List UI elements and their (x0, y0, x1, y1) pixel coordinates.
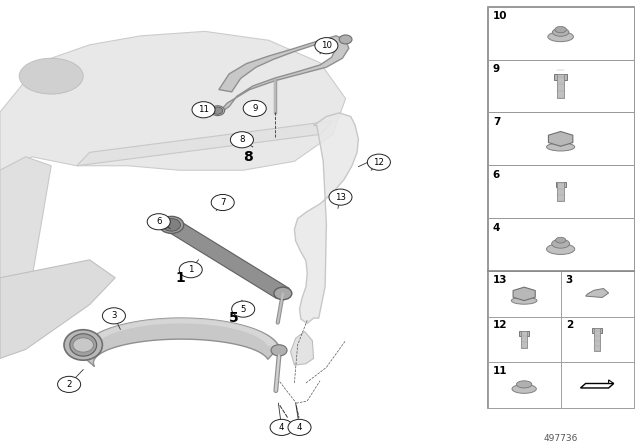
Ellipse shape (547, 143, 575, 151)
Circle shape (211, 194, 234, 211)
Ellipse shape (159, 216, 184, 233)
Polygon shape (609, 380, 614, 383)
Bar (557, 182, 564, 201)
Circle shape (212, 107, 223, 114)
Text: 8: 8 (243, 150, 253, 164)
Circle shape (288, 419, 311, 435)
Bar (488, 112, 634, 165)
Bar (488, 60, 634, 112)
Circle shape (243, 100, 266, 116)
Text: 1: 1 (188, 265, 193, 274)
Text: 9: 9 (252, 104, 257, 113)
Text: 6: 6 (493, 170, 500, 180)
Ellipse shape (274, 287, 292, 300)
Text: 4: 4 (279, 423, 284, 432)
Text: 2: 2 (566, 320, 573, 330)
Bar (519, 331, 529, 336)
Ellipse shape (547, 244, 575, 254)
Text: 2: 2 (67, 380, 72, 389)
Text: 11: 11 (493, 366, 508, 376)
Ellipse shape (556, 237, 566, 243)
Text: 9: 9 (493, 64, 500, 74)
Bar (554, 74, 567, 80)
Ellipse shape (271, 345, 287, 356)
Circle shape (329, 189, 352, 205)
Circle shape (270, 419, 293, 435)
Text: 7: 7 (493, 117, 500, 127)
Polygon shape (82, 318, 279, 366)
Text: 11: 11 (198, 105, 209, 114)
Ellipse shape (211, 106, 225, 116)
Bar (488, 7, 634, 408)
Polygon shape (0, 31, 346, 170)
Circle shape (367, 154, 390, 170)
Ellipse shape (19, 58, 83, 94)
Circle shape (315, 38, 338, 54)
Ellipse shape (516, 381, 532, 388)
Circle shape (230, 132, 253, 148)
Text: 13: 13 (335, 193, 346, 202)
Ellipse shape (64, 330, 102, 360)
Polygon shape (291, 332, 314, 365)
Ellipse shape (70, 334, 97, 356)
Bar (488, 317, 561, 362)
Text: 13: 13 (493, 275, 508, 284)
Ellipse shape (552, 28, 569, 36)
Bar (521, 331, 527, 348)
Bar (488, 7, 634, 60)
Polygon shape (0, 157, 51, 291)
Text: 3: 3 (111, 311, 116, 320)
Bar (561, 271, 634, 317)
Text: 4: 4 (493, 223, 500, 233)
Ellipse shape (548, 32, 573, 42)
Polygon shape (165, 220, 289, 298)
Bar (561, 317, 634, 362)
Text: 497736: 497736 (543, 434, 578, 443)
Polygon shape (586, 289, 609, 297)
Circle shape (73, 338, 93, 352)
Bar (488, 165, 634, 218)
Circle shape (192, 102, 215, 118)
Text: 5: 5 (228, 311, 239, 325)
Text: 10: 10 (493, 11, 508, 21)
Text: 12: 12 (493, 320, 508, 330)
Polygon shape (548, 132, 573, 146)
Text: 8: 8 (239, 135, 244, 144)
Bar (592, 328, 602, 333)
Ellipse shape (552, 239, 570, 248)
Circle shape (58, 376, 81, 392)
Bar (488, 362, 561, 408)
Text: 1: 1 (175, 271, 186, 285)
Polygon shape (513, 287, 535, 301)
Text: 10: 10 (321, 41, 332, 50)
Bar (561, 362, 634, 408)
Circle shape (232, 301, 255, 317)
Polygon shape (85, 318, 276, 354)
Bar (488, 271, 561, 317)
Text: 5: 5 (241, 305, 246, 314)
Text: 3: 3 (566, 275, 573, 284)
Ellipse shape (339, 35, 352, 44)
Polygon shape (218, 36, 349, 114)
Bar (488, 218, 634, 271)
Circle shape (179, 262, 202, 278)
Text: 7: 7 (220, 198, 225, 207)
Text: 6: 6 (156, 217, 161, 226)
Text: 4: 4 (297, 423, 302, 432)
Ellipse shape (512, 384, 536, 393)
Ellipse shape (511, 297, 537, 304)
Polygon shape (0, 260, 115, 358)
Text: 12: 12 (373, 158, 385, 167)
Circle shape (102, 308, 125, 324)
Polygon shape (294, 113, 358, 323)
Circle shape (163, 219, 180, 231)
Polygon shape (580, 383, 614, 388)
Bar (594, 328, 600, 351)
Bar (557, 74, 564, 98)
Circle shape (147, 214, 170, 230)
Ellipse shape (555, 26, 566, 33)
Polygon shape (77, 121, 333, 166)
Bar (556, 182, 566, 187)
